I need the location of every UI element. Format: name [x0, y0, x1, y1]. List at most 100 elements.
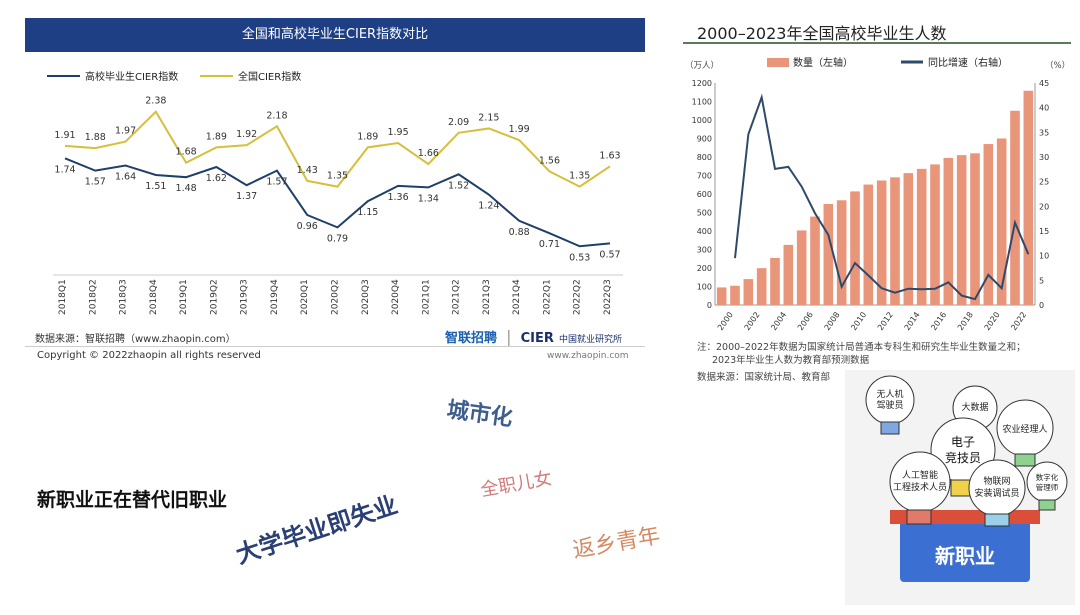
zhaopin-logo: 智联招聘 — [445, 331, 498, 346]
cier-series-line-0 — [64, 157, 611, 248]
cier-x-tick-label: 2021Q2 — [452, 279, 462, 315]
cier-x-tick-label: 2021Q3 — [482, 279, 492, 315]
legend-label-growth: 同比增速（右轴） — [928, 56, 1008, 69]
grads-note-1: 注：2000–2022年数据为国家统计局普通本专科生和研究生毕业生数量之和； — [697, 342, 1026, 353]
grads-x-tick-label: 2016 — [929, 310, 948, 332]
grads-bar — [916, 168, 927, 305]
cier-x-tick-label: 2021Q4 — [512, 279, 522, 315]
right-y-tick-label: 30 — [1039, 153, 1049, 162]
cier-x-tick-label: 2020Q3 — [361, 279, 371, 315]
grads-x-tick-label: 2012 — [876, 310, 895, 332]
cier-data-label: 0.71 — [539, 239, 560, 250]
grads-bar — [783, 244, 794, 305]
cier-x-tick-label: 2019Q4 — [270, 279, 280, 315]
cier-x-tick-label: 2018Q4 — [149, 279, 159, 315]
left-y-tick-label: 500 — [697, 209, 712, 218]
left-y-tick-label: 800 — [697, 153, 712, 162]
grads-chart-svg: （万人） （%）数量（左轴） 同比增速（右轴）0100200300400500600… — [685, 56, 1070, 332]
svg-text:无人机: 无人机 — [876, 388, 903, 400]
cier-data-label: 1.91 — [54, 130, 75, 141]
cier-legend: 高校毕业生CIER指数 全国CIER指数 — [47, 70, 301, 83]
right-y-tick-label: 35 — [1039, 128, 1049, 137]
grads-bar — [970, 153, 980, 305]
grads-bar — [863, 184, 874, 305]
cier-data-label: 2.18 — [266, 110, 287, 121]
legend-swatch-count — [767, 58, 789, 67]
word-new-jobs-replace: 新职业正在替代旧职业 — [37, 489, 228, 511]
cier-data-label: 1.68 — [176, 147, 197, 158]
grads-bar — [956, 155, 967, 305]
cier-data-label: 1.64 — [115, 172, 136, 183]
cier-source-label: 数据来源：智联招聘（www.zhaopin.com） — [35, 334, 236, 345]
grads-bar — [996, 138, 1007, 305]
bulbs-svg: 新职业 无人机 驾驶员 大数据 农业经理人 电子 竞技员 人工智能 工程技术人 — [865, 375, 1068, 582]
cier-data-label: 1.57 — [85, 177, 106, 188]
bulb-drone-icon: 无人机 驾驶员 — [865, 375, 915, 435]
grads-x-tick-label: 2020 — [983, 310, 1002, 332]
svg-text:竞技员: 竞技员 — [945, 451, 981, 465]
grads-bar — [930, 164, 940, 305]
cier-data-label: 1.56 — [539, 155, 560, 166]
cier-data-label: 1.57 — [266, 177, 287, 188]
cier-data-label: 1.35 — [569, 171, 590, 182]
grads-bar — [796, 230, 807, 305]
cier-data-label: 2.09 — [448, 117, 469, 128]
footer-divider — [25, 346, 645, 347]
grads-x-tick-label: 2018 — [956, 310, 975, 332]
word-urbanization: 城市化 — [445, 397, 515, 432]
box-label: 新职业 — [935, 544, 995, 568]
svg-text:管理师: 管理师 — [1036, 482, 1059, 492]
grads-bar — [810, 216, 820, 305]
cier-data-label: 1.66 — [418, 148, 439, 159]
left-y-tick-label: 1200 — [692, 79, 712, 88]
word-return-youth: 返乡青年 — [570, 523, 662, 564]
left-axis-unit: （万人） — [685, 60, 719, 71]
grads-bar — [716, 287, 727, 305]
bulb-iot-installer-icon: 物联网 安装调试员 — [968, 459, 1026, 527]
cier-x-tick-label: 2019Q3 — [240, 279, 250, 315]
cier-x-tick-label: 2022Q3 — [603, 279, 613, 315]
grads-bar — [743, 279, 754, 305]
cier-data-label: 0.79 — [327, 233, 348, 244]
left-y-tick-label: 1100 — [692, 98, 712, 107]
left-y-tick-label: 200 — [697, 264, 712, 273]
grads-bar — [836, 200, 847, 305]
svg-text:人工智能: 人工智能 — [902, 469, 938, 481]
cier-data-label: 1.15 — [357, 207, 378, 218]
grads-x-tick-label: 2004 — [769, 310, 788, 332]
right-y-tick-label: 0 — [1039, 301, 1044, 310]
new-jobs-illustration: 新职业 无人机 驾驶员 大数据 农业经理人 电子 竞技员 人工智能 工程技术人 — [845, 370, 1075, 605]
cier-data-label: 1.51 — [145, 181, 166, 192]
left-y-tick-label: 400 — [697, 227, 712, 236]
grads-bar — [1023, 90, 1034, 305]
cier-x-tick-label: 2022Q2 — [573, 279, 583, 315]
svg-text:驾驶员: 驾驶员 — [876, 399, 903, 411]
bulb-digital-manager-icon: 数字化 管理师 — [1026, 461, 1068, 511]
brand-logos: 智联招聘 | CIER 中国就业研究所 — [445, 327, 622, 346]
left-y-tick-label: 0 — [707, 301, 712, 310]
cier-data-label: 1.43 — [297, 165, 318, 176]
left-y-tick-label: 1000 — [692, 116, 712, 125]
grads-x-tick-label: 2008 — [823, 310, 842, 332]
cier-data-label: 1.48 — [176, 183, 197, 194]
cier-data-label: 1.89 — [357, 131, 378, 142]
word-fulltime-children: 全职儿女 — [478, 467, 554, 502]
left-y-tick-label: 100 — [697, 283, 712, 292]
cier-data-label: 1.36 — [387, 192, 408, 203]
grads-bar — [1010, 110, 1020, 305]
left-y-tick-label: 900 — [697, 135, 712, 144]
right-y-tick-label: 40 — [1039, 104, 1049, 113]
grads-bar — [730, 285, 740, 305]
left-y-tick-label: 600 — [697, 190, 712, 199]
grads-bar — [850, 191, 860, 305]
grads-bar — [983, 144, 994, 305]
cier-logo: CIER — [520, 331, 554, 346]
left-y-tick-label: 700 — [697, 172, 712, 181]
legend-label-national: 全国CIER指数 — [238, 70, 301, 83]
cier-x-tick-label: 2018Q1 — [58, 279, 68, 315]
grads-bar — [876, 180, 887, 305]
legend-label-count: 数量（左轴） — [793, 56, 853, 69]
cier-x-tick-label: 2020Q1 — [300, 279, 310, 315]
grads-x-tick-label: 2010 — [849, 310, 868, 332]
cier-data-label: 2.38 — [145, 96, 166, 107]
